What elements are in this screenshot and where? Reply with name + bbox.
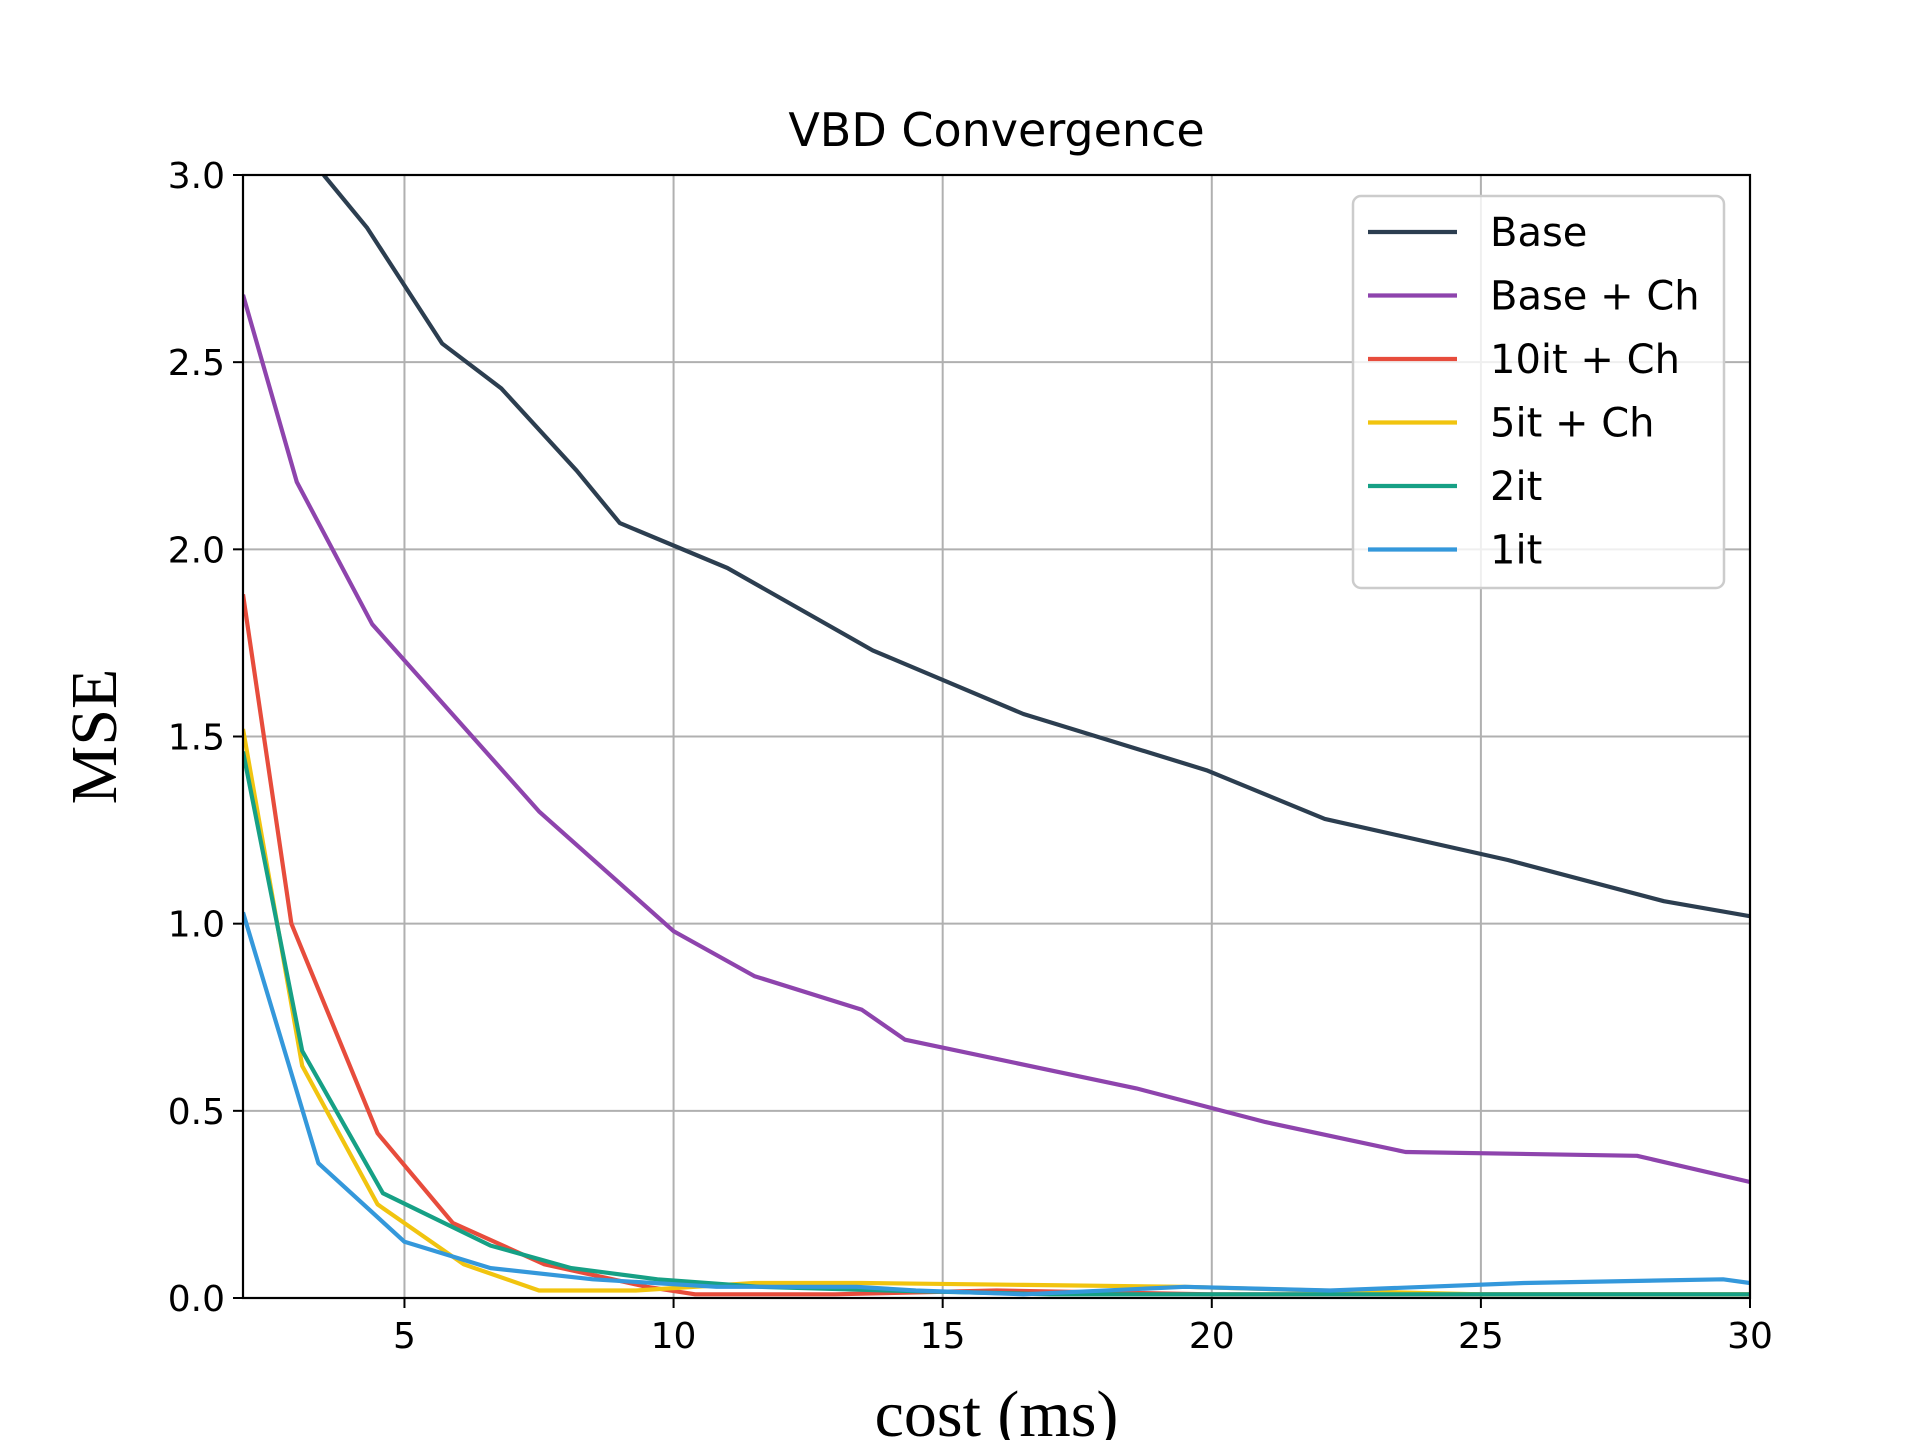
legend-label: Base	[1490, 210, 1587, 256]
x-tick-label: 10	[651, 1316, 697, 1357]
legend-label: 5it + Ch	[1490, 401, 1654, 447]
y-tick-label: 0.5	[168, 1092, 225, 1133]
legend-label: 10it + Ch	[1490, 337, 1680, 383]
series-line-base	[322, 175, 1750, 919]
series-line-1it	[243, 911, 1750, 1297]
x-tick-label: 15	[920, 1316, 966, 1357]
legend: Base Base + Ch 10it + Ch 5it + Ch 2it 1it	[1351, 194, 1726, 590]
x-tick-label: 30	[1727, 1316, 1773, 1357]
y-tick-label: 2.5	[168, 343, 225, 384]
legend-label: Base + Ch	[1490, 274, 1700, 320]
x-tick-label: 25	[1458, 1316, 1504, 1357]
y-tick-label: 2.0	[168, 530, 225, 571]
x-axis-label: cost (ms)	[875, 1378, 1119, 1440]
y-tick-label: 0.0	[168, 1279, 225, 1320]
chart-title: VBD Convergence	[788, 103, 1204, 157]
x-tick-label: 5	[393, 1316, 416, 1357]
series-line-2it	[243, 751, 1750, 1297]
y-tick-label: 1.0	[168, 905, 225, 946]
x-tick-label: 20	[1189, 1316, 1235, 1357]
y-axis-label: MSE	[58, 669, 131, 805]
legend-label: 1it	[1490, 528, 1542, 574]
legend-label: 2it	[1490, 464, 1542, 510]
y-tick-label: 3.0	[168, 156, 225, 197]
series-line-base-ch	[243, 294, 1750, 1185]
y-tick-label: 1.5	[168, 718, 225, 759]
axis-ticks: 5 10 15 20 25 30 0.0 0.5 1.0 1.5 2.0 2.5 3.0	[168, 156, 1773, 1357]
series-lines	[243, 175, 1750, 1297]
